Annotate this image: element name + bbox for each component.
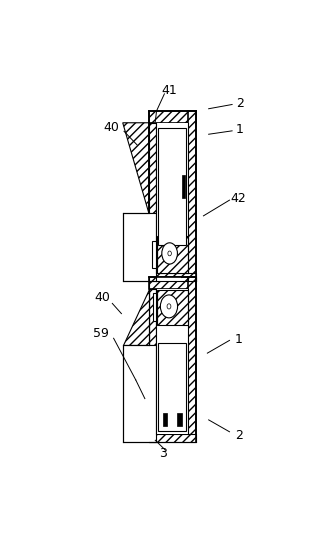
Bar <box>157 236 187 273</box>
Bar <box>123 344 156 442</box>
Text: 40: 40 <box>103 121 119 134</box>
Text: 41: 41 <box>162 84 177 97</box>
Text: 1: 1 <box>236 123 244 136</box>
Bar <box>177 413 181 426</box>
Bar <box>156 277 181 281</box>
Polygon shape <box>123 289 149 344</box>
Polygon shape <box>123 123 149 213</box>
Ellipse shape <box>168 251 171 256</box>
Text: 2: 2 <box>235 429 243 442</box>
Bar <box>153 293 157 321</box>
Bar <box>123 213 156 281</box>
Bar <box>149 273 196 281</box>
Bar <box>156 123 188 273</box>
Bar <box>149 434 196 442</box>
Bar <box>158 128 186 245</box>
Bar <box>182 174 185 198</box>
Bar <box>163 413 167 426</box>
Text: 2: 2 <box>236 97 244 110</box>
Bar <box>188 277 196 442</box>
Bar <box>156 289 188 434</box>
Bar <box>149 277 196 289</box>
Ellipse shape <box>162 243 177 264</box>
Bar <box>149 111 196 123</box>
Text: 40: 40 <box>94 291 110 304</box>
Text: 42: 42 <box>231 192 247 205</box>
Bar <box>188 111 196 281</box>
Bar <box>149 123 156 213</box>
Ellipse shape <box>160 295 177 318</box>
Bar <box>188 277 196 281</box>
Text: 1: 1 <box>235 333 243 346</box>
Text: 59: 59 <box>93 327 109 339</box>
Text: 3: 3 <box>159 447 167 460</box>
Bar <box>158 342 186 431</box>
Bar <box>157 290 187 325</box>
Bar <box>149 289 156 344</box>
Ellipse shape <box>167 304 171 309</box>
Bar <box>152 241 157 268</box>
